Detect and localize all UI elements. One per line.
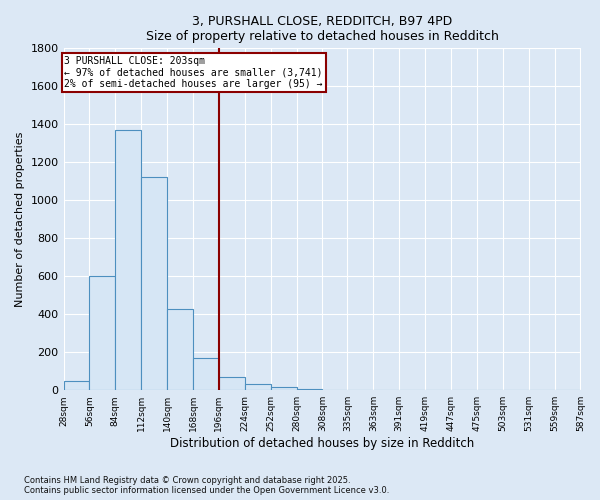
Bar bbox=[115, 130, 141, 390]
Text: Contains HM Land Registry data © Crown copyright and database right 2025.
Contai: Contains HM Land Registry data © Crown c… bbox=[24, 476, 389, 495]
Bar bbox=[89, 276, 115, 390]
Title: 3, PURSHALL CLOSE, REDDITCH, B97 4PD
Size of property relative to detached house: 3, PURSHALL CLOSE, REDDITCH, B97 4PD Siz… bbox=[146, 15, 499, 43]
Y-axis label: Number of detached properties: Number of detached properties bbox=[15, 132, 25, 307]
Bar bbox=[219, 377, 245, 390]
Bar bbox=[245, 384, 271, 390]
Text: 3 PURSHALL CLOSE: 203sqm
← 97% of detached houses are smaller (3,741)
2% of semi: 3 PURSHALL CLOSE: 203sqm ← 97% of detach… bbox=[64, 56, 323, 89]
Bar bbox=[141, 178, 167, 390]
Bar bbox=[64, 380, 89, 390]
X-axis label: Distribution of detached houses by size in Redditch: Distribution of detached houses by size … bbox=[170, 437, 474, 450]
Bar bbox=[193, 358, 219, 390]
Bar bbox=[167, 308, 193, 390]
Bar bbox=[271, 388, 296, 390]
